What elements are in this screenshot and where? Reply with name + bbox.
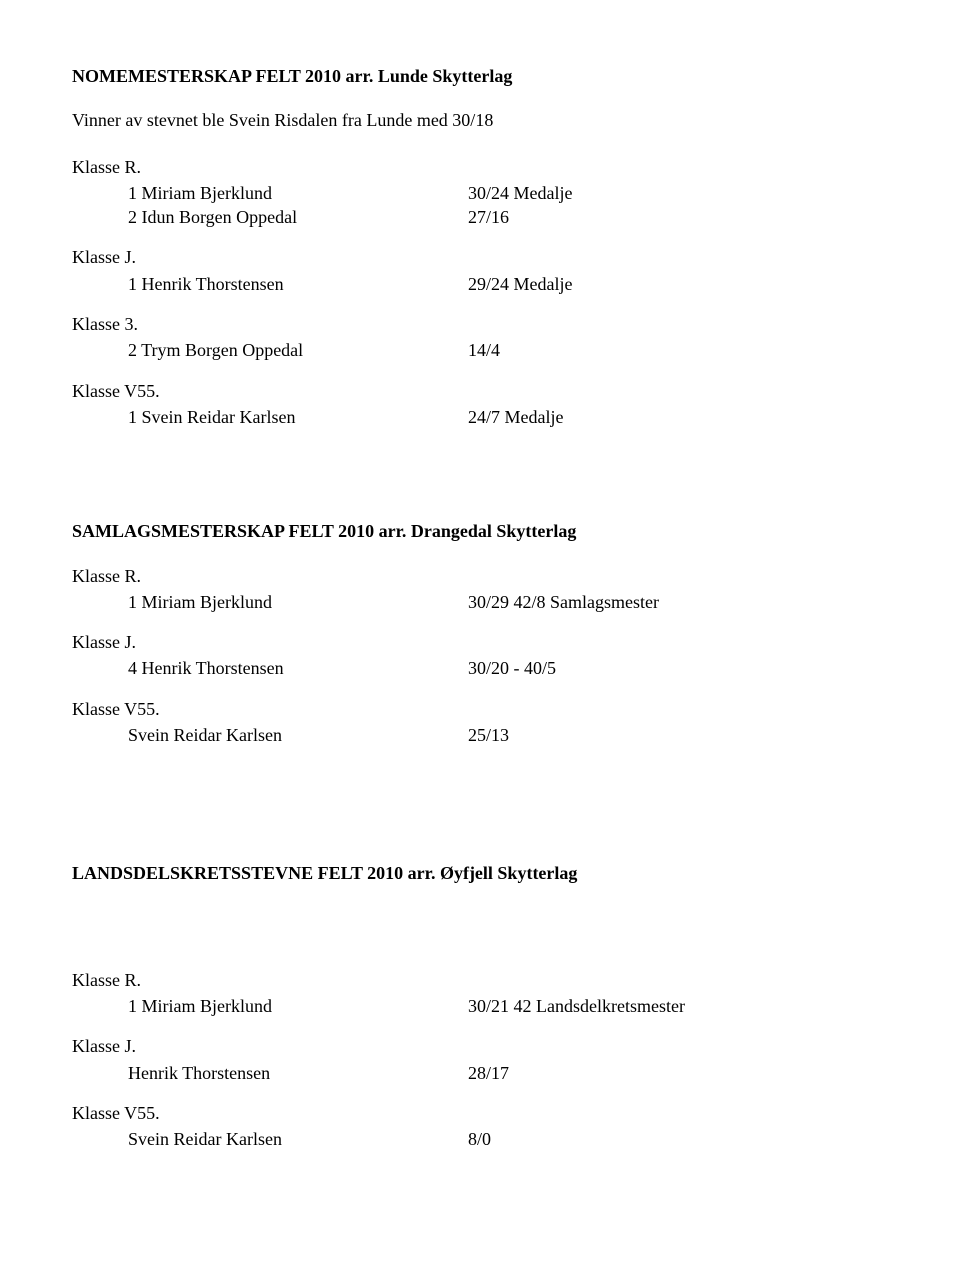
result-value: 29/24 Medalje: [468, 272, 888, 296]
result-value: 24/7 Medalje: [468, 405, 888, 429]
section-title: LANDSDELSKRETSSTEVNE FELT 2010 arr. Øyfj…: [72, 861, 888, 885]
result-name: Svein Reidar Karlsen: [128, 723, 468, 747]
result-name: Henrik Thorstensen: [128, 1061, 468, 1085]
spacer: [72, 906, 888, 952]
indent: [72, 994, 128, 1018]
result-value: 30/21 42 Landsdelkretsmester: [468, 994, 888, 1018]
result-name: 4 Henrik Thorstensen: [128, 656, 468, 680]
result-name: Svein Reidar Karlsen: [128, 1127, 468, 1151]
result-row: 1 Miriam Bjerklund30/21 42 Landsdelkrets…: [72, 994, 888, 1018]
result-name: 1 Miriam Bjerklund: [128, 181, 468, 205]
spacer: [72, 429, 888, 475]
result-value: 30/20 - 40/5: [468, 656, 888, 680]
result-value: 14/4: [468, 338, 888, 362]
result-value: 30/24 Medalje: [468, 181, 888, 205]
result-row: 1 Svein Reidar Karlsen24/7 Medalje: [72, 405, 888, 429]
result-value: 30/29 42/8 Samlagsmester: [468, 590, 888, 614]
result-name: 2 Idun Borgen Oppedal: [128, 205, 468, 229]
result-value: 27/16: [468, 205, 888, 229]
indent: [72, 1061, 128, 1085]
result-row: 2 Trym Borgen Oppedal14/4: [72, 338, 888, 362]
result-row: Svein Reidar Karlsen8/0: [72, 1127, 888, 1151]
result-row: 1 Henrik Thorstensen29/24 Medalje: [72, 272, 888, 296]
result-row: 1 Miriam Bjerklund30/29 42/8 Samlagsmest…: [72, 590, 888, 614]
result-name: 1 Miriam Bjerklund: [128, 590, 468, 614]
group-label: Klasse R.: [72, 968, 888, 992]
indent: [72, 272, 128, 296]
result-row: Henrik Thorstensen28/17: [72, 1061, 888, 1085]
group-label: Klasse J.: [72, 1034, 888, 1058]
result-value: 28/17: [468, 1061, 888, 1085]
result-row: 4 Henrik Thorstensen30/20 - 40/5: [72, 656, 888, 680]
section-title: NOMEMESTERSKAP FELT 2010 arr. Lunde Skyt…: [72, 64, 888, 88]
spacer: [72, 747, 888, 817]
group-label: Klasse J.: [72, 630, 888, 654]
indent: [72, 723, 128, 747]
result-name: 2 Trym Borgen Oppedal: [128, 338, 468, 362]
group-label: Klasse V55.: [72, 1101, 888, 1125]
result-row: 1 Miriam Bjerklund30/24 Medalje: [72, 181, 888, 205]
indent: [72, 656, 128, 680]
indent: [72, 338, 128, 362]
section-title: SAMLAGSMESTERSKAP FELT 2010 arr. Dranged…: [72, 519, 888, 543]
group-label: Klasse R.: [72, 155, 888, 179]
section-subtitle: Vinner av stevnet ble Svein Risdalen fra…: [72, 108, 888, 132]
result-name: 1 Svein Reidar Karlsen: [128, 405, 468, 429]
group-label: Klasse V55.: [72, 379, 888, 403]
indent: [72, 205, 128, 229]
result-row: Svein Reidar Karlsen25/13: [72, 723, 888, 747]
indent: [72, 405, 128, 429]
result-name: 1 Miriam Bjerklund: [128, 994, 468, 1018]
result-value: 8/0: [468, 1127, 888, 1151]
document: NOMEMESTERSKAP FELT 2010 arr. Lunde Skyt…: [72, 64, 888, 1151]
indent: [72, 1127, 128, 1151]
indent: [72, 590, 128, 614]
group-label: Klasse V55.: [72, 697, 888, 721]
indent: [72, 181, 128, 205]
result-name: 1 Henrik Thorstensen: [128, 272, 468, 296]
group-label: Klasse 3.: [72, 312, 888, 336]
group-label: Klasse R.: [72, 564, 888, 588]
group-label: Klasse J.: [72, 245, 888, 269]
result-row: 2 Idun Borgen Oppedal27/16: [72, 205, 888, 229]
result-value: 25/13: [468, 723, 888, 747]
